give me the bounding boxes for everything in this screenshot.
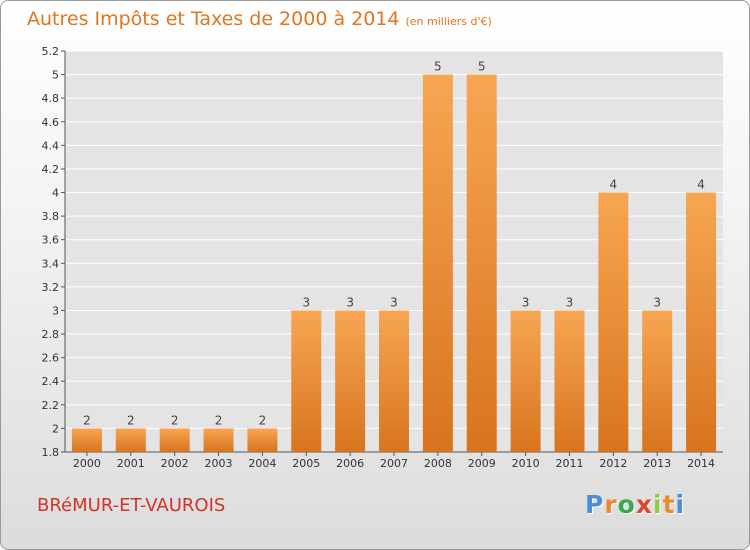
chart-unit-note: (en milliers d'€)	[405, 15, 492, 28]
data-label-2000: 2	[83, 413, 91, 427]
y-tick-label: 4.6	[42, 116, 60, 129]
data-labels: 2 2 2 2 2 3 3 3 5 5 3 3 4 3 4	[83, 60, 705, 428]
data-label-2006: 3	[346, 295, 354, 309]
logo-letter: x	[635, 490, 653, 519]
bar-2005	[291, 310, 322, 452]
logo-letter: r	[604, 490, 618, 519]
chart-title-text: Autres Impôts et Taxes de 2000 à 2014	[27, 8, 400, 30]
x-tick-label: 2011	[555, 457, 583, 470]
data-label-2012: 4	[610, 178, 618, 192]
x-tick-label: 2007	[380, 457, 408, 470]
data-label-2013: 3	[653, 295, 661, 309]
y-tick-label: 2.4	[42, 375, 60, 388]
logo-letter: t	[662, 490, 676, 519]
x-tick-label: 2004	[248, 457, 276, 470]
bars	[71, 74, 717, 453]
y-tick-label: 5.2	[42, 45, 60, 58]
bar-2009	[466, 74, 497, 453]
y-tick-label: 2.2	[42, 399, 60, 412]
bar-2001	[115, 428, 146, 452]
chart-title: Autres Impôts et Taxes de 2000 à 2014 (en…	[27, 8, 492, 30]
data-label-2007: 3	[390, 295, 398, 309]
x-tick-label: 2000	[73, 457, 101, 470]
logo-letter: P	[585, 490, 605, 519]
y-tick-labels: 1.8 2 2.2 2.4 2.6 2.8 3 3.2 3.4 3.6 3.8 4 4.2 4.4 4.6 4…	[42, 45, 60, 459]
x-tick-label: 2003	[205, 457, 233, 470]
logo-letter: o	[617, 490, 636, 519]
data-label-2005: 3	[302, 295, 310, 309]
x-tick-label: 2013	[643, 457, 671, 470]
bar-2012	[598, 192, 629, 452]
bar-2003	[203, 428, 234, 452]
y-tick-label: 2	[52, 422, 59, 435]
data-label-2010: 3	[522, 295, 530, 309]
y-tick-label: 4.4	[42, 139, 60, 152]
bar-2013	[642, 310, 673, 452]
y-tick-label: 3.8	[42, 210, 60, 223]
proxiti-logo[interactable]: Proxiti	[585, 490, 685, 519]
x-tick-label: 2006	[336, 457, 364, 470]
x-tick-label: 2005	[292, 457, 320, 470]
y-tick-label: 2.8	[42, 328, 60, 341]
commune-name: BRéMUR-ET-VAUROIS	[37, 495, 226, 516]
bar-2007	[379, 310, 409, 452]
y-tick-label: 4	[52, 187, 59, 200]
y-tick-label: 3.2	[42, 281, 60, 294]
data-label-2004: 2	[259, 413, 267, 427]
data-label-2008: 5	[434, 60, 442, 74]
x-tick-label: 2010	[512, 457, 540, 470]
data-label-2001: 2	[127, 413, 135, 427]
bar-2010	[510, 310, 541, 452]
y-tick-label: 3	[52, 304, 59, 317]
data-label-2002: 2	[171, 413, 179, 427]
data-label-2003: 2	[215, 413, 223, 427]
x-tick-label: 2012	[599, 457, 627, 470]
x-tick-label: 2009	[468, 457, 496, 470]
y-tick-label: 5	[52, 69, 59, 82]
bar-2011	[554, 310, 585, 452]
logo-letter: i	[675, 490, 686, 519]
x-tick-labels: 2000 2001 2002 2003 2004 2005 2006 2007 2008 2009…	[73, 457, 715, 470]
bar-2004	[247, 428, 278, 452]
y-tick-label: 2.6	[42, 352, 60, 365]
bar-2006	[335, 310, 366, 452]
bar-2008	[422, 74, 453, 453]
x-tick-label: 2001	[117, 457, 145, 470]
logo-letter: i	[653, 490, 663, 519]
x-tick-label: 2014	[687, 457, 715, 470]
bar-2014	[686, 192, 717, 452]
y-tick-label: 1.8	[42, 446, 60, 459]
data-label-2014: 4	[697, 178, 705, 192]
bar-2002	[159, 428, 190, 452]
y-tick-label: 3.4	[42, 257, 60, 270]
x-tick-label: 2008	[424, 457, 452, 470]
y-tick-label: 4.2	[42, 163, 60, 176]
data-label-2009: 5	[478, 60, 486, 74]
y-tick-label: 4.8	[42, 92, 60, 105]
bar-2000	[71, 428, 102, 452]
y-tick-label: 3.6	[42, 234, 60, 247]
x-tick-label: 2002	[161, 457, 189, 470]
data-label-2011: 3	[566, 295, 574, 309]
